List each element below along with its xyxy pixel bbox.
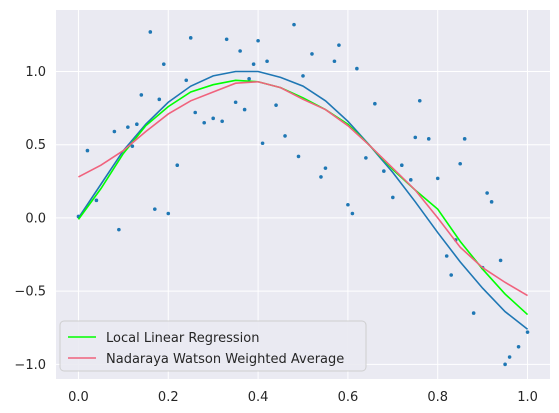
data-point	[94, 198, 99, 203]
data-point	[220, 119, 224, 124]
data-point	[157, 97, 162, 102]
data-point	[364, 156, 368, 160]
data-point	[126, 125, 130, 129]
data-points	[76, 22, 530, 367]
data-point	[251, 62, 256, 66]
data-point	[148, 30, 153, 34]
x-tick-label: 1.0	[517, 390, 538, 405]
data-point	[292, 22, 296, 27]
data-point	[337, 43, 341, 47]
legend-frame	[59, 320, 367, 372]
data-point	[139, 93, 144, 97]
data-point	[382, 169, 386, 173]
x-tick-label: 0.4	[248, 390, 269, 405]
data-point	[323, 166, 328, 170]
regression-lines	[77, 70, 529, 330]
y-tick-label: −1.0	[14, 358, 46, 373]
data-point	[175, 163, 180, 168]
data-point	[355, 66, 359, 71]
data-point	[233, 100, 238, 105]
data-point	[449, 273, 454, 277]
data-point	[161, 62, 166, 66]
data-point	[525, 330, 530, 334]
data-point	[166, 211, 171, 216]
data-point	[130, 144, 135, 148]
data-point	[516, 344, 521, 349]
x-tick-label: 0.8	[427, 390, 448, 405]
data-point	[435, 176, 440, 181]
x-tick-label: 0.0	[68, 390, 89, 405]
legend-label-nadaraya-watson: Nadaraya Watson Weighted Average	[106, 352, 344, 367]
data-point	[85, 148, 90, 153]
data-point	[462, 137, 467, 141]
data-point	[296, 154, 301, 159]
data-point	[503, 362, 507, 367]
data-point	[260, 141, 265, 146]
data-point	[283, 134, 287, 138]
data-point	[350, 211, 355, 216]
data-point	[373, 101, 377, 106]
data-point	[188, 36, 193, 40]
data-point	[507, 355, 512, 359]
y-tick-label: 0.5	[25, 138, 46, 153]
data-point	[193, 110, 198, 115]
data-point	[274, 103, 278, 107]
y-tick-label: −0.5	[14, 285, 46, 300]
data-point	[153, 207, 157, 211]
data-point	[426, 137, 431, 141]
data-point	[301, 74, 305, 78]
x-tick-label: 0.2	[158, 390, 179, 405]
data-point	[224, 37, 229, 42]
data-point	[332, 59, 337, 64]
data-point	[256, 38, 260, 43]
data-point	[489, 200, 494, 204]
data-point	[485, 191, 489, 195]
data-point	[135, 122, 139, 127]
y-tick-label: 0.0	[25, 211, 46, 226]
nadaraya-watson-line	[78, 80, 528, 297]
data-point	[211, 116, 215, 121]
data-point	[417, 98, 422, 103]
data-point	[202, 120, 206, 125]
data-point	[444, 254, 449, 258]
data-point	[117, 227, 121, 232]
y-axis-ticks: −1.0 −0.5 0.0 0.5 1.0	[14, 65, 46, 373]
legend-label-local-linear: Local Linear Regression	[106, 331, 259, 346]
y-tick-label: 1.0	[25, 65, 46, 80]
data-point	[242, 107, 247, 112]
data-point	[471, 311, 476, 315]
data-point	[112, 129, 117, 134]
data-point	[391, 195, 395, 200]
data-point	[346, 202, 350, 207]
data-point	[319, 175, 323, 179]
data-point	[184, 78, 189, 83]
data-point	[247, 77, 251, 81]
data-point	[265, 59, 269, 64]
data-point	[400, 163, 404, 168]
true-function-line	[77, 70, 529, 330]
data-point	[310, 52, 314, 56]
x-axis-ticks: 0.0 0.2 0.4 0.6 0.8 1.0	[68, 390, 538, 405]
data-point	[498, 258, 503, 263]
local-linear-regression-line	[77, 79, 529, 316]
data-point	[458, 161, 462, 166]
data-point	[408, 178, 413, 182]
data-point	[413, 135, 418, 140]
x-tick-label: 0.6	[338, 390, 359, 405]
legend: Local Linear Regression Nadaraya Watson …	[59, 320, 367, 372]
data-point	[238, 49, 242, 53]
